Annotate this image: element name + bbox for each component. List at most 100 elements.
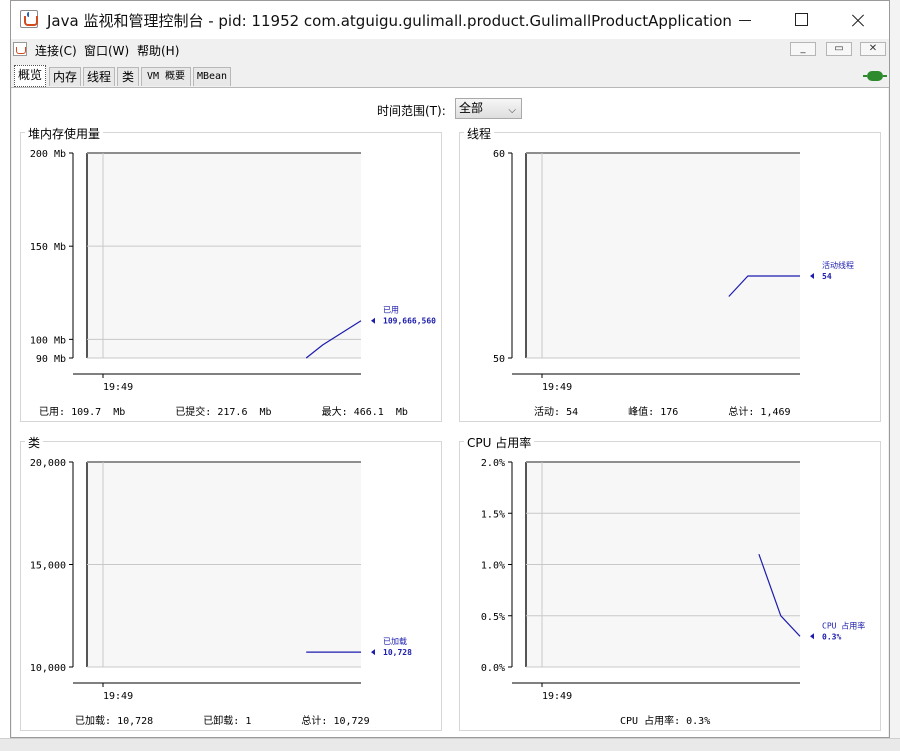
menu-window[interactable]: 窗口(W)	[84, 44, 130, 58]
window-title: Java 监视和管理控制台 - pid: 11952 com.atguigu.g…	[47, 12, 732, 30]
tab-mbean[interactable]: MBean	[193, 67, 231, 86]
y-tick-label: 1.5%	[481, 509, 505, 520]
close-button[interactable]	[829, 1, 885, 39]
series-name-label: 已用	[383, 306, 399, 315]
y-tick-label: 90 Mb	[36, 354, 66, 365]
threads-total-label: 总计:	[728, 407, 755, 418]
classes-panel: 类 19:49 10,000 15,000 20,000 已加载 10,728 已加载: …	[20, 434, 442, 731]
series-name-label: 活动线程	[822, 260, 854, 270]
tab-memory[interactable]: 内存	[49, 67, 81, 86]
maximize-icon	[795, 13, 808, 26]
classes-total-value: 10,729	[333, 716, 370, 727]
threads-panel-title: 线程	[464, 125, 495, 142]
cpu-usage-label: CPU 占用率:	[620, 716, 681, 727]
inner-minimize-button[interactable]: _	[790, 42, 816, 56]
series-value-label: 109,666,560	[383, 317, 436, 326]
y-tick-label: 100 Mb	[30, 335, 66, 346]
classes-total-label: 总计:	[301, 716, 328, 727]
threads-stats: 活动: 54 峰值: 176 总计: 1,469	[534, 403, 791, 418]
cpu-usage-value: 0.3%	[686, 716, 711, 727]
series-marker-icon	[810, 633, 814, 640]
heap-committed-value: 217.6 Mb	[217, 407, 272, 418]
minimize-button[interactable]	[717, 1, 773, 39]
threads-peak-value: 176	[660, 407, 679, 418]
heap-stats: 已用: 109.7 Mb 已提交: 217.6 Mb 最大: 466.1 Mb	[39, 403, 408, 418]
tab-overview[interactable]: 概览	[14, 65, 46, 87]
series-marker-icon	[371, 317, 375, 324]
time-range-value: 全部	[459, 101, 484, 115]
time-range-select[interactable]: 全部 ⌵	[455, 98, 522, 119]
tab-classes[interactable]: 类	[117, 67, 139, 86]
tab-vm-summary[interactable]: VM 概要	[141, 67, 191, 86]
threads-peak-label: 峰值:	[628, 407, 655, 418]
classes-loaded-label: 已加载:	[75, 716, 112, 727]
classes-loaded-value: 10,728	[117, 716, 154, 727]
y-tick-label: 150 Mb	[30, 242, 66, 253]
minimize-icon	[739, 20, 751, 21]
classes-chart: 19:49 10,000 15,000 20,000 已加载 10,728	[30, 458, 412, 702]
y-tick-label: 15,000	[30, 561, 66, 572]
series-name-label: 已加载	[383, 636, 407, 646]
jconsole-window: Java 监视和管理控制台 - pid: 11952 com.atguigu.g…	[10, 0, 890, 738]
cpu-panel-title: CPU 占用率	[464, 434, 535, 451]
threads-total-value: 1,469	[760, 407, 791, 418]
java-cup-icon	[13, 42, 27, 56]
heap-chart: 19:49 90 Mb 100 Mb 150 Mb 200 Mb 已用 109,666,56…	[30, 149, 436, 393]
y-tick-label: 200 Mb	[30, 149, 66, 160]
y-tick-label: 20,000	[30, 458, 66, 469]
desktop-background-bottom	[0, 738, 900, 751]
x-tick-label: 19:49	[103, 691, 133, 702]
tab-threads[interactable]: 线程	[83, 67, 115, 86]
chevron-down-icon: ⌵	[508, 105, 516, 116]
x-tick-label: 19:49	[542, 691, 572, 702]
series-line	[305, 320, 362, 359]
y-tick-label: 0.0%	[481, 663, 505, 674]
series-marker-icon	[371, 649, 375, 656]
heap-committed-label: 已提交:	[175, 407, 212, 418]
classes-unloaded-label: 已卸载:	[203, 716, 240, 727]
classes-unloaded-value: 1	[245, 716, 252, 727]
cpu-usage-panel: CPU 占用率 19:49 0.0% 0.5% 1.0% 1.5% 2.0% CPU 占用率…	[459, 434, 881, 731]
overview-content: 时间范围(T): 全部 ⌵ 堆内存使用量 19:49 90 Mb 100 Mb 150…	[12, 88, 888, 737]
classes-stats: 已加载: 10,728 已卸载: 1 总计: 10,729	[75, 712, 370, 727]
menu-help[interactable]: 帮助(H)	[137, 44, 180, 58]
y-tick-label: 0.5%	[481, 612, 505, 623]
java-cup-icon	[20, 10, 38, 28]
heap-max-value: 466.1 Mb	[353, 407, 408, 418]
series-name-label: CPU 占用率	[822, 620, 865, 630]
x-tick-label: 19:49	[103, 382, 133, 393]
inner-restore-button[interactable]: ▭	[826, 42, 852, 56]
series-value-label: 54	[822, 272, 832, 281]
heap-used-label: 已用:	[39, 407, 66, 418]
y-tick-label: 60	[493, 149, 505, 160]
series-value-label: 0.3%	[822, 632, 841, 641]
menu-connect[interactable]: 连接(C)	[35, 44, 77, 58]
series-value-label: 10,728	[383, 648, 412, 657]
cpu-stats: CPU 占用率: 0.3%	[620, 712, 710, 727]
menu-bar: 连接(C) 窗口(W) 帮助(H) _ ▭ ✕	[11, 39, 889, 61]
series-marker-icon	[810, 273, 814, 279]
y-tick-label: 2.0%	[481, 458, 505, 469]
x-tick-label: 19:49	[542, 382, 572, 393]
y-tick-label: 10,000	[30, 663, 66, 674]
title-bar[interactable]: Java 监视和管理控制台 - pid: 11952 com.atguigu.g…	[11, 1, 889, 39]
maximize-button[interactable]	[773, 1, 829, 39]
time-range-label: 时间范围(T):	[377, 104, 446, 118]
heap-max-label: 最大:	[321, 407, 348, 418]
connection-status-icon[interactable]	[863, 69, 887, 83]
series-line	[728, 275, 800, 297]
heap-panel-title: 堆内存使用量	[25, 125, 104, 142]
inner-close-button[interactable]: ✕	[860, 42, 886, 56]
threads-live-label: 活动:	[534, 407, 561, 418]
threads-panel: 线程 19:49 50 60 活动线程 54 活动: 54 峰值: 176 总计: 1,…	[459, 125, 881, 422]
threads-live-value: 54	[566, 407, 579, 418]
y-tick-label: 50	[493, 354, 505, 365]
heap-memory-panel: 堆内存使用量 19:49 90 Mb 100 Mb 150 Mb 200 Mb 已用 109…	[20, 125, 442, 422]
tab-bar: 概览 内存 线程 类 VM 概要 MBean	[11, 65, 889, 88]
series-line	[758, 553, 801, 637]
classes-panel-title: 类	[25, 434, 44, 451]
threads-chart: 19:49 50 60 活动线程 54	[493, 149, 854, 393]
plot-area	[526, 153, 800, 358]
cpu-chart: 19:49 0.0% 0.5% 1.0% 1.5% 2.0% CPU 占用率 0.3%	[481, 458, 865, 702]
plot-area	[87, 153, 361, 358]
